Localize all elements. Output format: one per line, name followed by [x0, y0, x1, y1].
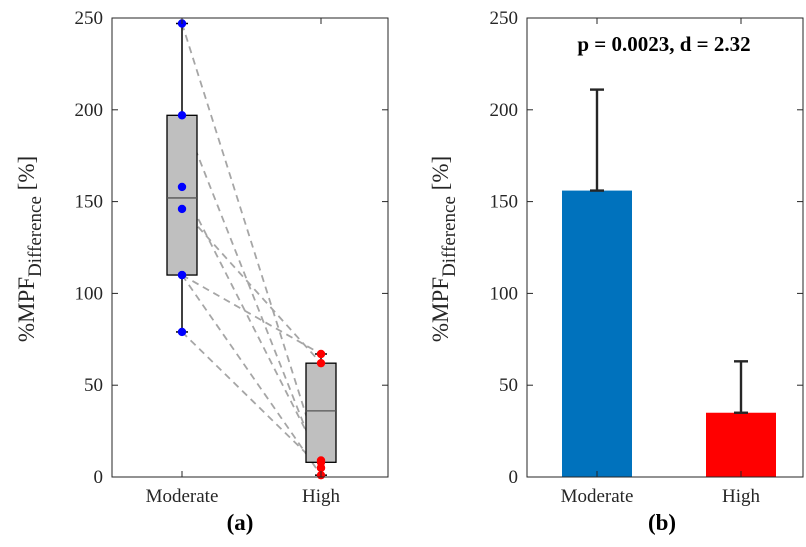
high-point: [316, 456, 326, 465]
panel-label-a: (a): [227, 510, 254, 535]
box: [166, 114, 198, 276]
paired-line: [181, 274, 322, 355]
axes-b: 0 50 100 150 200 250 Moderate High: [490, 8, 804, 507]
b-ytick-label: 150: [490, 192, 519, 213]
b-frame: [526, 17, 804, 478]
moderate-point: [177, 111, 187, 120]
a-ytick-label: 250: [75, 8, 104, 29]
y-axis-label-b: %MPFDifference [%]: [428, 156, 460, 342]
moderate-point: [177, 204, 187, 214]
a-ytick-label: 100: [75, 283, 104, 304]
panel-a: 0 50 100 150 200 250 Moderate High %MPFDifferen…: [14, 8, 389, 535]
b-ytick-label: 50: [499, 375, 518, 396]
high-point: [316, 463, 326, 473]
paired-line: [181, 114, 322, 469]
axes-a: 0 50 100 150 200 250 Moderate High: [75, 8, 389, 507]
a-ytick-label: 150: [75, 192, 104, 213]
b-category-label: High: [722, 486, 761, 507]
a-ytick-label: 200: [75, 100, 104, 121]
bar: [706, 412, 776, 477]
a-category-label: Moderate: [146, 486, 219, 507]
a-ytick-label: 50: [84, 375, 103, 396]
paired-lines: [181, 23, 322, 476]
moderate-point: [177, 327, 187, 337]
paired-line: [181, 23, 322, 463]
error-bars: [590, 88, 748, 414]
box-plots: [166, 22, 337, 476]
b-ytick-label: 0: [509, 467, 519, 488]
paired-line: [181, 274, 322, 476]
b-ytick-label: 100: [490, 283, 519, 304]
b-category-label: Moderate: [561, 486, 634, 507]
data-points: [177, 19, 326, 480]
bar: [562, 190, 632, 478]
moderate-point: [177, 182, 187, 192]
paired-line: [181, 331, 322, 469]
stats-annotation: p = 0.0023, d = 2.32: [577, 32, 750, 56]
box: [305, 362, 337, 463]
b-ytick-label: 250: [490, 8, 519, 29]
bars: [562, 190, 776, 478]
b-ytick-label: 200: [490, 100, 519, 121]
a-frame: [111, 17, 389, 478]
panel-b: 0 50 100 150 200 250 Moderate High %MPFDifferen…: [428, 8, 804, 535]
paired-line: [181, 208, 322, 364]
a-category-label: High: [302, 486, 341, 507]
high-point: [316, 349, 326, 359]
panel-label-b: (b): [648, 510, 676, 535]
high-point: [316, 358, 326, 368]
paired-line: [181, 186, 322, 461]
y-axis-label-a: %MPFDifference [%]: [14, 156, 46, 342]
a-ytick-label: 0: [94, 467, 104, 488]
moderate-point: [177, 270, 187, 280]
